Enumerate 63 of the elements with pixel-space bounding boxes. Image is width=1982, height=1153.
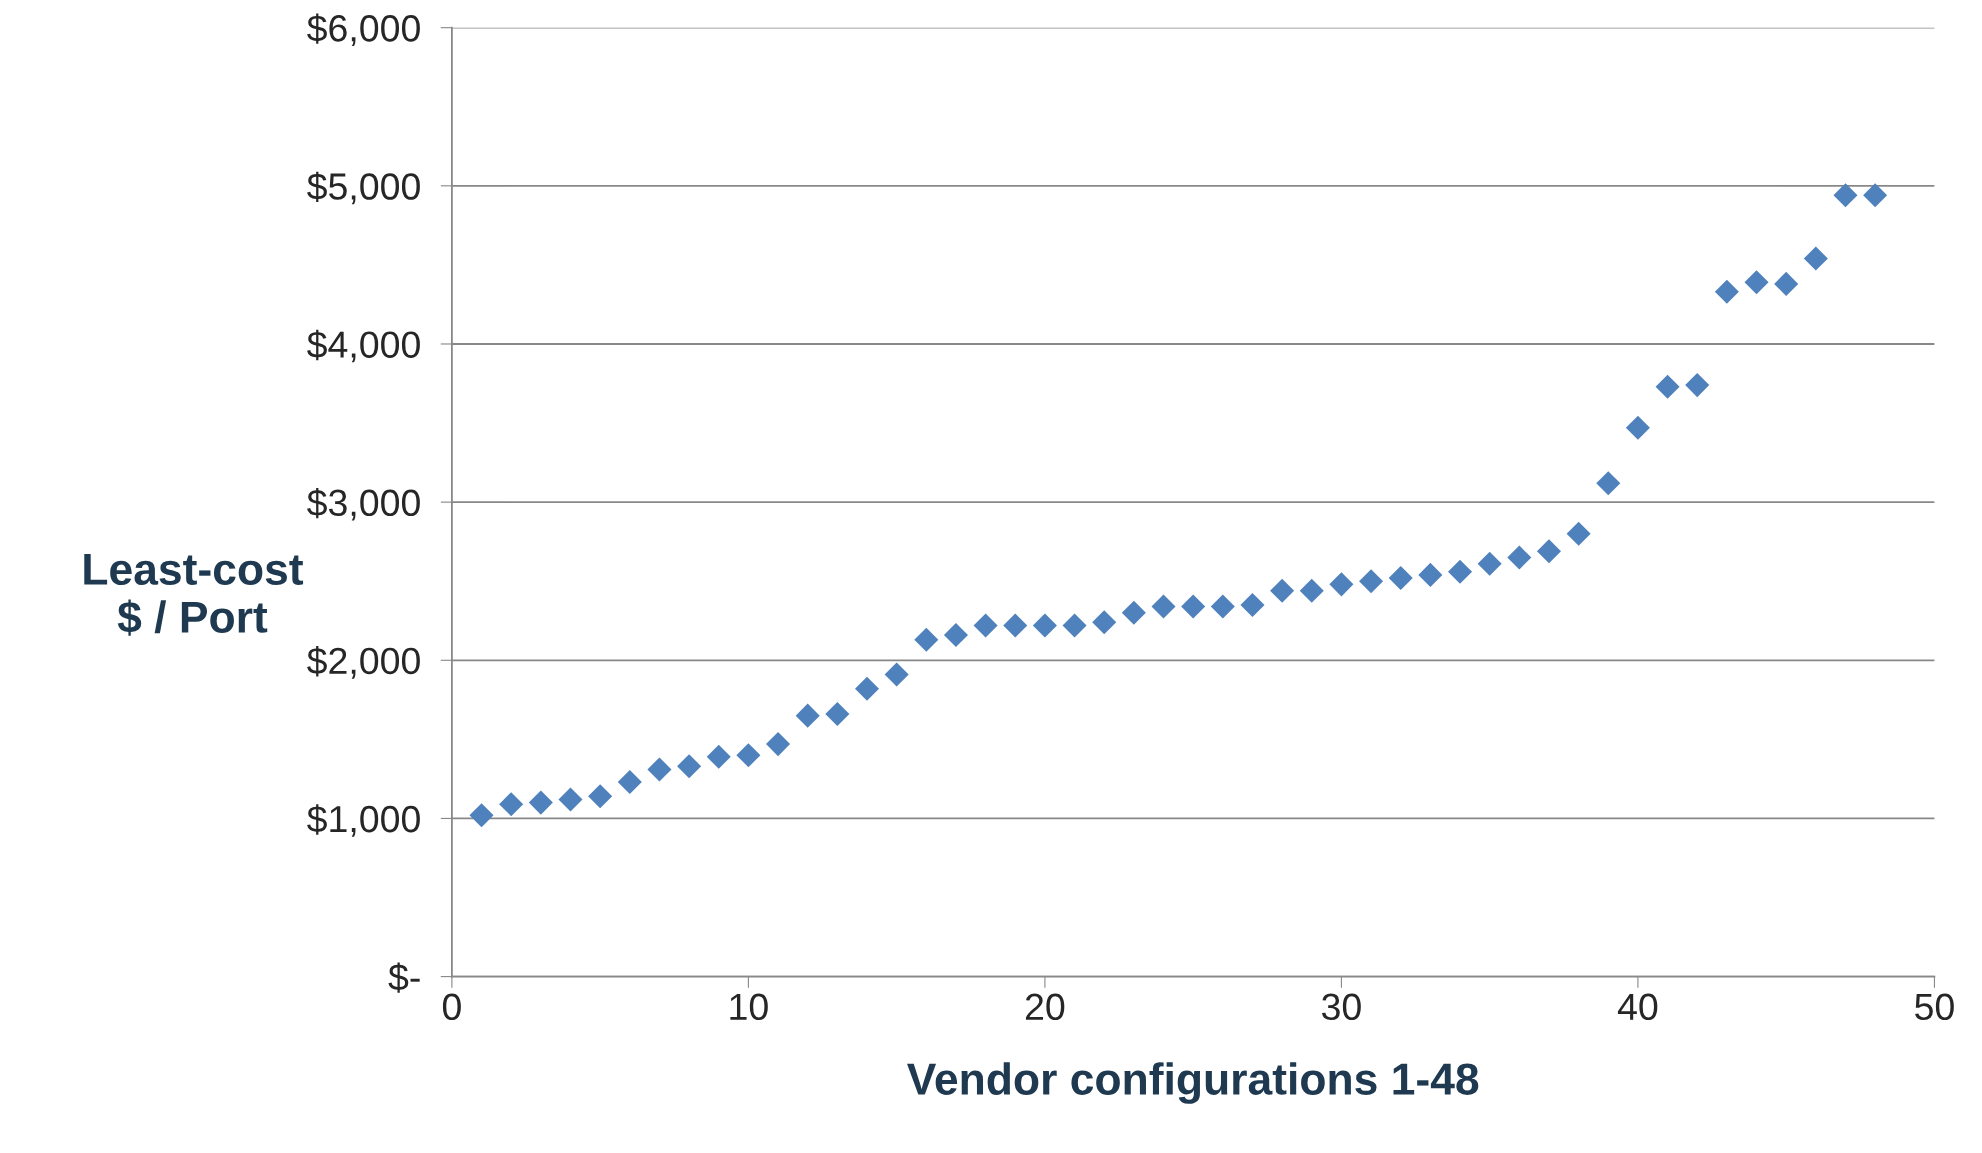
y-tick-label: $6,000: [307, 13, 420, 47]
point: [884, 662, 909, 687]
point: [825, 702, 850, 727]
point: [1803, 246, 1828, 271]
point: [1359, 569, 1384, 594]
point: [1329, 572, 1354, 597]
point: [1299, 578, 1324, 603]
point: [1833, 183, 1858, 208]
point: [1447, 559, 1473, 584]
point: [1418, 562, 1443, 587]
point: [558, 787, 583, 812]
point: [1181, 594, 1206, 619]
point: [1240, 592, 1265, 617]
point: [1210, 594, 1235, 619]
point: [795, 703, 820, 728]
point: [1121, 600, 1146, 625]
x-tick-label: 30: [1321, 993, 1361, 1021]
point: [914, 627, 939, 652]
y-tick-label: $1,000: [307, 804, 420, 837]
point: [1685, 373, 1710, 398]
point: [1388, 566, 1413, 591]
point: [1863, 183, 1888, 208]
point: [617, 770, 642, 795]
point: [1714, 279, 1739, 304]
point: [1596, 471, 1621, 496]
point: [854, 676, 880, 701]
x-tick-label: 50: [1915, 993, 1954, 1021]
point: [943, 622, 968, 648]
point: [1625, 415, 1650, 440]
point: [706, 744, 731, 769]
point: [588, 784, 613, 809]
point: [1744, 270, 1769, 295]
point: [1032, 613, 1057, 638]
point: [1003, 613, 1028, 638]
y-tick-label: $-: [388, 962, 420, 993]
y-tick-label: $3,000: [307, 487, 420, 521]
y-tick-label: $2,000: [307, 646, 420, 679]
y-tick-label: $4,000: [307, 329, 420, 363]
point: [677, 754, 702, 779]
point: [1477, 551, 1502, 576]
point: [1655, 374, 1680, 399]
x-tick-label: 40: [1617, 993, 1658, 1021]
point: [1151, 594, 1176, 619]
point: [1092, 610, 1117, 635]
point: [499, 792, 524, 817]
point: [1536, 539, 1561, 564]
x-tick-label: 20: [1025, 993, 1065, 1021]
point: [469, 803, 494, 828]
x-tick-label: 0: [442, 993, 461, 1021]
x-axis-title: Vendor configurations 1-48: [907, 1062, 1479, 1104]
point: [528, 790, 553, 815]
point: [1774, 271, 1799, 296]
point: [1507, 545, 1532, 570]
x-tick-label: 10: [730, 993, 768, 1021]
y-axis-title: Least-cost $ / Port: [84, 554, 304, 636]
point: [1062, 613, 1087, 638]
point: [1270, 578, 1295, 603]
point: [647, 757, 672, 782]
point: [736, 743, 761, 768]
y-tick-label: $5,000: [307, 171, 420, 205]
point: [766, 732, 791, 757]
point: [1566, 521, 1591, 546]
point: [973, 613, 998, 638]
